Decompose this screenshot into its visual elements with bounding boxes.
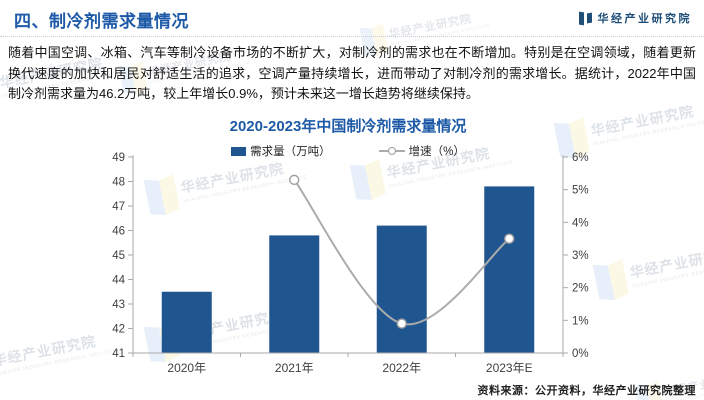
svg-text:49: 49 [112, 152, 125, 164]
svg-text:5%: 5% [572, 185, 589, 197]
svg-text:3%: 3% [572, 250, 589, 262]
svg-text:44: 44 [112, 275, 125, 287]
svg-text:4%: 4% [572, 217, 589, 229]
svg-text:2020年: 2020年 [167, 361, 206, 375]
legend-label-growth: 增速（%） [408, 146, 465, 158]
svg-text:2022年: 2022年 [382, 361, 421, 375]
svg-text:2023年E: 2023年E [486, 361, 533, 375]
svg-text:46: 46 [112, 226, 125, 238]
svg-text:45: 45 [112, 250, 125, 262]
chart-legend: 需求量（万吨） 增速（%） [133, 143, 563, 159]
book-logo-icon [578, 11, 592, 25]
svg-text:41: 41 [112, 348, 125, 360]
brand-logo: 华经产业研究院 [578, 10, 693, 26]
line-marker-icon [378, 147, 405, 155]
chart-canvas: 41 42 43 44 45 46 47 48 49 0% 1% 2% 3% 4% 5% 6% 2020年 202… [112, 152, 589, 375]
svg-text:42: 42 [112, 324, 125, 336]
svg-text:48: 48 [112, 177, 125, 189]
legend-item-demand: 需求量（万吨） [231, 143, 331, 159]
page-header: 四、制冷剂需求量情况 华经产业研究院 [0, 0, 704, 37]
svg-text:2%: 2% [572, 283, 589, 295]
svg-text:1%: 1% [572, 315, 589, 327]
source-note: 资料来源：公开资料，华经产业研究院整理 [477, 385, 696, 397]
brand-name: 华经产业研究院 [597, 13, 692, 25]
legend-label-demand: 需求量（万吨） [250, 146, 331, 158]
legend-item-growth: 增速（%） [378, 143, 465, 159]
section-title: 四、制冷剂需求量情况 [14, 12, 189, 31]
svg-text:47: 47 [112, 201, 125, 213]
svg-text:2021年: 2021年 [275, 361, 314, 375]
intro-paragraph: 随着中国空调、冰箱、汽车等制冷设备市场的不断扩大，对制冷剂的需求也在不断增加。特… [8, 45, 696, 101]
bar-swatch-icon [231, 146, 247, 156]
svg-text:6%: 6% [572, 152, 589, 164]
chart-title: 2020-2023年中国制冷剂需求量情况 [229, 118, 467, 135]
svg-text:43: 43 [112, 299, 125, 311]
svg-text:0%: 0% [572, 348, 589, 360]
